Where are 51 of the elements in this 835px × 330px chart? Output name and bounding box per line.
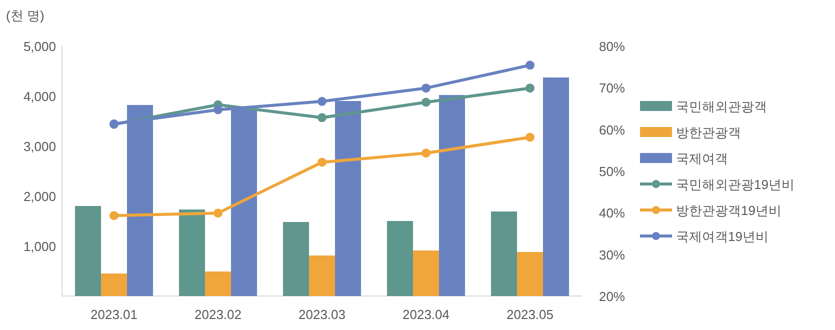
legend-label: 방한관광객19년비 <box>676 203 782 218</box>
bar <box>75 206 101 296</box>
y2-tick-label: 50% <box>598 164 626 179</box>
point <box>318 113 326 122</box>
bar <box>387 221 413 296</box>
point <box>318 96 326 106</box>
point <box>526 132 534 142</box>
x-tick-label: 2023.04 <box>402 307 450 322</box>
y2-tick-label: 80% <box>598 39 626 54</box>
y2-tick-label: 30% <box>598 247 626 262</box>
point <box>214 105 222 114</box>
point <box>422 98 430 107</box>
legend-label: 국민해외관광19년비 <box>676 177 794 192</box>
y-tick-label: 5,000 <box>23 39 56 54</box>
legend-label: 국제여객 <box>676 151 728 166</box>
bar <box>413 250 439 296</box>
y-tick-label: 4,000 <box>23 89 56 104</box>
point <box>214 208 222 218</box>
y-tick-label: 3,000 <box>23 139 56 154</box>
y2-tick-label: 20% <box>598 289 626 304</box>
bar <box>439 95 465 296</box>
bar <box>127 105 153 296</box>
bar <box>283 222 309 296</box>
x-tick-label: 2023.02 <box>194 307 242 322</box>
point <box>422 148 430 158</box>
y2-tick-label: 60% <box>598 122 626 138</box>
bar <box>205 272 231 296</box>
point <box>422 84 430 93</box>
point <box>526 84 534 93</box>
bar <box>335 101 361 296</box>
x-tick-label: 2023.05 <box>506 307 554 322</box>
point <box>110 211 118 220</box>
y-tick-label: 1,000 <box>23 239 56 254</box>
bar <box>309 256 335 296</box>
bar <box>101 274 127 296</box>
y2-tick-label: 40% <box>598 206 626 221</box>
bar <box>179 210 205 296</box>
x-tick-label: 2023.01 <box>90 307 138 322</box>
bar <box>231 108 257 296</box>
bar <box>543 78 569 296</box>
legend-label: 국제여객19년비 <box>676 229 768 244</box>
bar <box>517 252 543 296</box>
legend-label: 방한관광객 <box>676 125 741 140</box>
bar <box>491 212 517 296</box>
y-axis-title: (천 명) <box>6 8 44 23</box>
y2-tick-label: 70% <box>598 80 626 96</box>
legend-label: 국민해외관광객 <box>676 99 767 114</box>
y-tick-label: 2,000 <box>23 189 56 204</box>
point <box>526 60 534 70</box>
point <box>318 158 326 167</box>
x-tick-label: 2023.03 <box>298 307 346 322</box>
